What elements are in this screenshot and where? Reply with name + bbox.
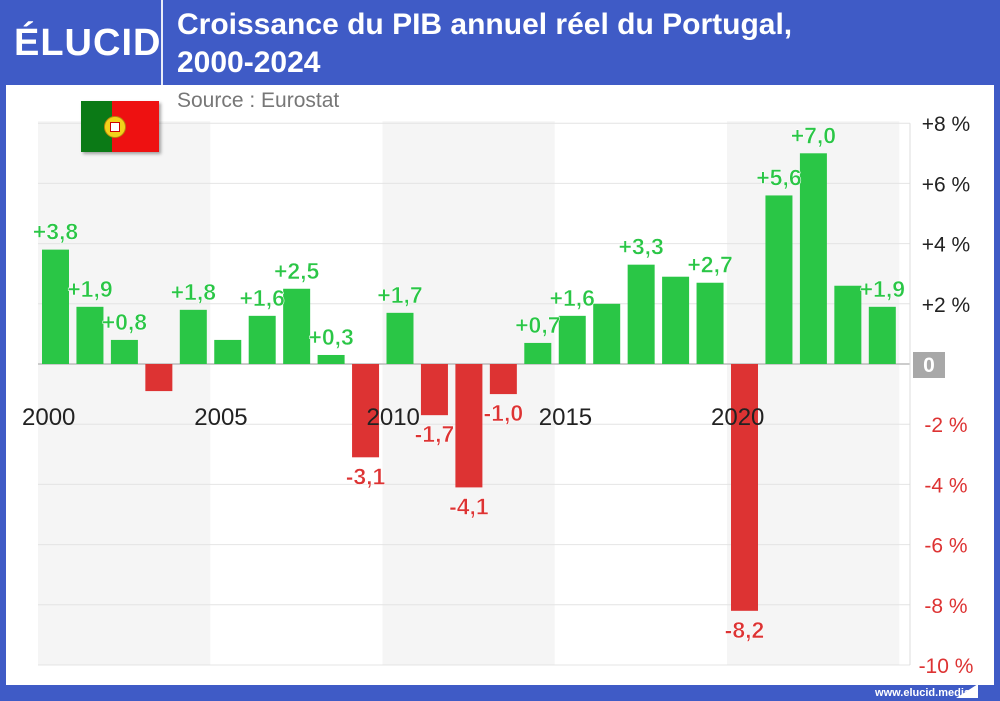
x-tick-label: 2010	[367, 404, 420, 431]
y-tick-label: +6 %	[922, 173, 970, 196]
bar-2011	[420, 364, 448, 416]
bar-2009	[352, 364, 380, 458]
data-label: +5,6	[756, 164, 801, 190]
bar-2023	[834, 285, 862, 364]
y-tick-label: 0	[923, 354, 935, 377]
data-label: -3,1	[346, 463, 386, 489]
header: ÉLUCID Croissance du PIB annuel réel du …	[0, 0, 1000, 85]
data-label: -8,2	[725, 617, 765, 643]
y-tick-label: -4 %	[924, 474, 967, 497]
bar-2001	[76, 306, 104, 364]
elucid-mark-icon	[956, 684, 978, 698]
bar-2000	[42, 249, 69, 364]
bar-2007	[283, 288, 311, 364]
bar-2024	[868, 306, 896, 364]
bar-2012	[455, 364, 483, 488]
data-label: +1,7	[377, 282, 422, 308]
data-label: +2,7	[687, 252, 732, 278]
x-tick-label: 2005	[194, 404, 247, 431]
data-label: +0,3	[308, 324, 353, 350]
x-tick-label: 2015	[539, 404, 592, 431]
bar-2016	[593, 303, 621, 364]
y-tick-label: +8 %	[922, 113, 970, 136]
portugal-flag-icon	[81, 101, 159, 152]
data-label: -4,1	[449, 493, 489, 519]
data-label: -1,7	[415, 421, 455, 447]
bar-2019	[696, 282, 724, 364]
bar-2010	[386, 312, 414, 364]
footer-url[interactable]: www.elucid.media	[875, 687, 970, 699]
title-line-2: 2000-2024	[177, 46, 321, 79]
bar-2022	[799, 153, 827, 364]
bar-2008	[317, 354, 345, 364]
bar-2004	[179, 309, 207, 364]
y-tick-label: +2 %	[922, 294, 970, 317]
data-label: +0,8	[102, 309, 148, 335]
header-divider	[161, 0, 163, 85]
zero-badge	[913, 352, 945, 378]
elucid-logo: ÉLUCID	[14, 22, 162, 64]
x-tick-label: 2000	[22, 404, 75, 431]
data-label: +1,9	[860, 276, 905, 302]
data-label: +3,8	[33, 219, 79, 245]
data-label: +0,7	[515, 312, 560, 338]
data-label: +2,5	[274, 258, 320, 284]
data-label: +1,6	[550, 285, 595, 311]
data-label: +1,6	[239, 285, 284, 311]
bar-2003	[145, 364, 173, 392]
bar-2017	[627, 264, 655, 364]
bar-2018	[662, 276, 690, 364]
source-text: Source : Eurostat	[177, 89, 340, 112]
y-tick-label: -2 %	[924, 414, 967, 437]
bar-2013	[489, 364, 517, 395]
x-tick-label: 2020	[711, 404, 764, 431]
y-tick-label: -8 %	[924, 595, 967, 618]
bar-2021	[765, 195, 793, 364]
chart-title: Croissance du PIB annuel réel du Portuga…	[177, 6, 792, 82]
bar-2006	[248, 315, 276, 364]
y-tick-label: -10 %	[919, 655, 974, 678]
data-label: +1,9	[67, 276, 112, 302]
bar-2020	[731, 364, 758, 611]
y-tick-label: -6 %	[924, 535, 967, 558]
bar-2014	[524, 342, 552, 364]
data-label: +7,0	[791, 122, 836, 148]
data-label: +3,3	[618, 234, 663, 260]
bar-2005	[214, 339, 242, 364]
period-band	[38, 121, 211, 665]
y-tick-label: +4 %	[922, 234, 970, 257]
bar-2002	[110, 339, 138, 364]
title-line-1: Croissance du PIB annuel réel du Portuga…	[177, 8, 793, 41]
data-label: -1,0	[484, 400, 524, 426]
data-label: +1,8	[171, 279, 217, 305]
bar-2015	[558, 315, 586, 364]
